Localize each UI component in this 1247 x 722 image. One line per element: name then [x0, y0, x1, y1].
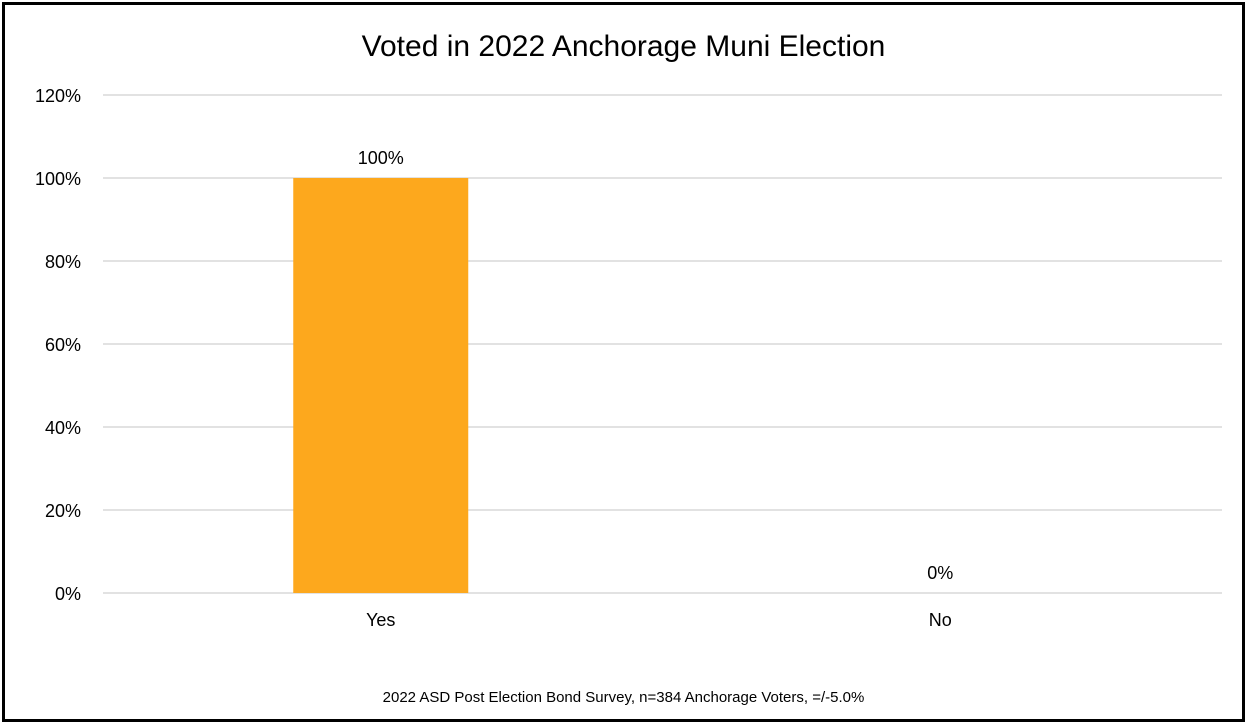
bars: [293, 178, 469, 593]
category-label-no: No: [929, 610, 952, 630]
category-label-yes: Yes: [366, 610, 395, 630]
y-tick-label: 80%: [45, 252, 81, 272]
gridlines: [103, 94, 1222, 594]
y-tick-label: 0%: [55, 584, 81, 604]
chart-title: Voted in 2022 Anchorage Muni Election: [361, 30, 886, 63]
y-tick-label: 60%: [45, 335, 81, 355]
y-tick-label: 20%: [45, 501, 81, 521]
bar-yes: [293, 178, 469, 593]
y-tick-label: 120%: [35, 86, 81, 106]
chart-footnote: 2022 ASD Post Election Bond Survey, n=38…: [382, 689, 865, 706]
y-tick-label: 100%: [35, 169, 81, 189]
data-labels: 100% 0%: [358, 148, 954, 583]
data-label-no: 0%: [927, 563, 953, 583]
x-axis-category-labels: Yes No: [366, 610, 952, 630]
data-label-yes: 100%: [358, 148, 404, 168]
y-tick-label: 40%: [45, 418, 81, 438]
y-axis-tick-labels: 0% 20% 40% 60% 80% 100% 120%: [35, 86, 81, 604]
